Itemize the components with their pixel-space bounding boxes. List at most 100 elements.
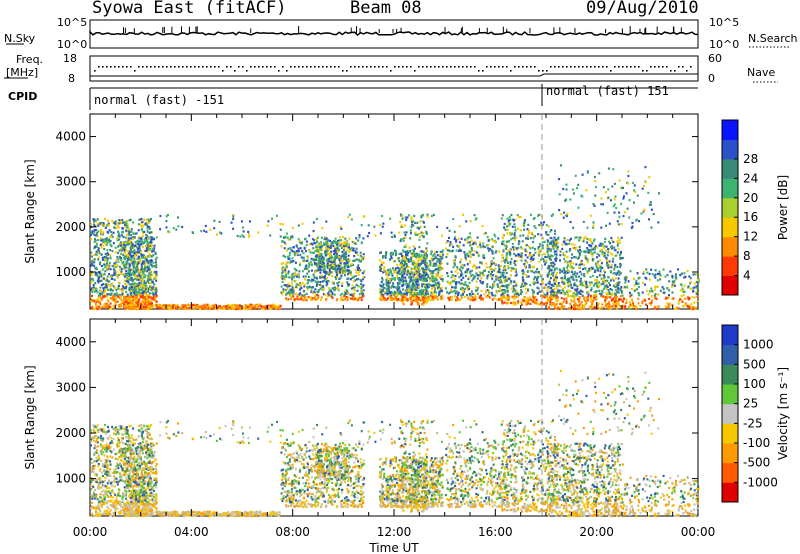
echo-cell (466, 270, 468, 273)
echo-cell (487, 289, 490, 292)
echo-cell (421, 285, 424, 288)
echo-cell (100, 273, 103, 276)
echo-cell (153, 237, 155, 240)
echo-cell (413, 252, 416, 255)
echo-cell (464, 257, 467, 260)
echo-cell (316, 256, 319, 259)
echo-cell (406, 273, 409, 276)
echo-cell (344, 251, 347, 254)
echo-cell (466, 237, 469, 240)
echo-cell (530, 298, 533, 301)
echo-cell (147, 294, 150, 297)
echo-cell (203, 303, 206, 306)
echo-cell (594, 306, 596, 309)
echo-cell (341, 243, 343, 246)
echo-cell (295, 252, 298, 255)
echo-cell (326, 259, 328, 262)
echo-cell (93, 240, 96, 243)
echo-cell (144, 249, 147, 253)
echo-cell (437, 284, 440, 287)
echo-cell (137, 229, 140, 232)
freq-dot (314, 66, 316, 68)
echo-cell (420, 299, 423, 302)
echo-cell (340, 257, 343, 260)
echo-cell (461, 263, 464, 267)
echo-cell (435, 277, 438, 280)
echo-cell (476, 236, 479, 239)
echo-cell (542, 303, 545, 306)
echo-cell (499, 279, 502, 282)
echo-cell (524, 248, 527, 251)
freq-dot (418, 66, 420, 68)
echo-cell (434, 287, 437, 290)
echo-cell (334, 286, 336, 289)
echo-cell (465, 258, 468, 261)
echo-cell (216, 307, 219, 310)
echo-cell (118, 293, 121, 296)
echo-cell (337, 289, 340, 292)
echo-cell (117, 273, 120, 277)
echo-cell (468, 276, 471, 279)
echo-cell (129, 303, 132, 306)
echo-cell (308, 243, 311, 246)
echo-cell (305, 250, 308, 253)
echo-cell (453, 295, 456, 298)
echo-cell (406, 264, 409, 268)
echo-cell (160, 305, 163, 308)
echo-cell (409, 297, 412, 300)
freq-dot (154, 66, 156, 68)
echo-cell (146, 243, 149, 246)
echo-cell (516, 214, 519, 217)
echo-cell (331, 243, 333, 246)
echo-cell (138, 250, 141, 253)
echo-cell (136, 252, 139, 256)
echo-cell (137, 242, 140, 245)
echo-cell (461, 266, 464, 270)
echo-cell (503, 259, 506, 262)
echo-cell (102, 295, 105, 298)
echo-cell (393, 278, 396, 281)
echo-cell (298, 276, 300, 279)
echo-cell (341, 298, 344, 302)
echo-cell (424, 279, 427, 282)
echo-cell (512, 218, 515, 221)
echo-cell (378, 269, 381, 272)
echo-cell (287, 257, 290, 260)
echo-cell (458, 276, 461, 279)
echo-cell (327, 271, 330, 274)
echo-cell (408, 260, 410, 263)
echo-cell (415, 278, 418, 281)
echo-cell (404, 295, 407, 298)
echo-cell (539, 303, 542, 306)
echo-cell (91, 277, 94, 280)
echo-cell (501, 302, 504, 305)
echo-cell (335, 257, 338, 260)
echo-cell (487, 247, 490, 250)
echo-cell (199, 307, 202, 310)
echo-cell (322, 244, 325, 247)
echo-cell (341, 251, 344, 254)
echo-cell (339, 261, 342, 264)
echo-cell (464, 274, 467, 278)
echo-cell (575, 256, 578, 259)
echo-cell (505, 302, 508, 305)
echo-cell (331, 259, 334, 262)
echo-cell (461, 287, 464, 290)
echo-cell (517, 246, 520, 250)
echo-cell (143, 218, 146, 221)
echo-cell (462, 244, 465, 247)
echo-cell (146, 249, 149, 252)
echo-cell (514, 229, 517, 232)
echo-cell (417, 264, 420, 267)
echo-cell (425, 253, 428, 256)
echo-cell (237, 304, 240, 307)
echo-cell (193, 307, 196, 310)
echo-cell (519, 234, 522, 238)
echo-cell (506, 228, 509, 231)
echo-cell (429, 261, 432, 264)
echo-cell (463, 283, 466, 286)
echo-cell (549, 303, 552, 306)
echo-cell (324, 277, 327, 280)
echo-cell (417, 267, 420, 270)
freq-dot (158, 66, 160, 68)
